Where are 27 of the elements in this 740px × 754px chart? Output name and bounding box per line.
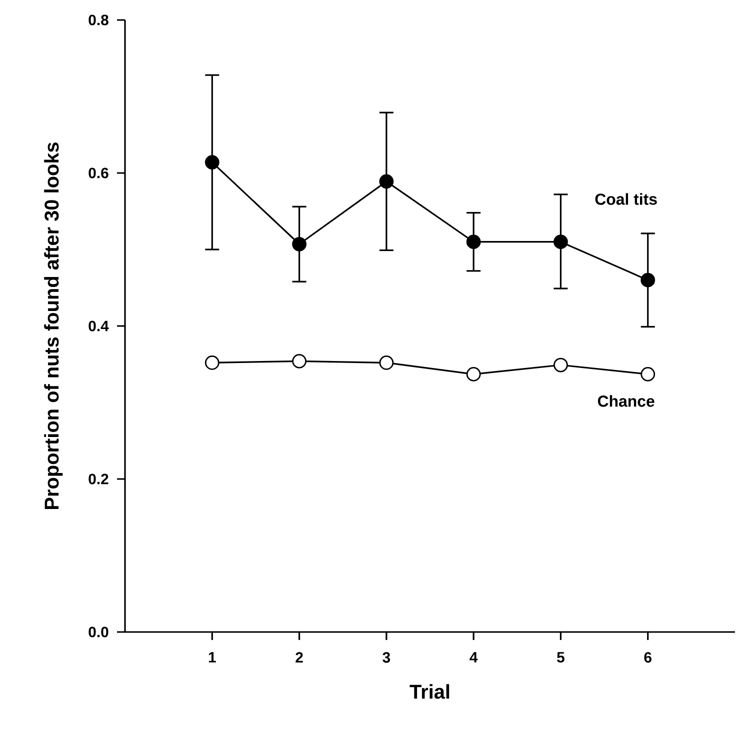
series-label: Chance xyxy=(598,395,654,407)
point xyxy=(379,356,394,370)
point xyxy=(204,356,220,370)
x-tick-label: 2 xyxy=(296,652,303,663)
x-tick-label: 5 xyxy=(557,652,564,663)
point xyxy=(554,358,568,372)
y-tick-label: 0.8 xyxy=(88,14,108,26)
x-tick-label: 4 xyxy=(470,652,478,662)
y-tick-label: 0.6 xyxy=(88,168,108,178)
point xyxy=(379,174,394,189)
point xyxy=(204,155,220,170)
y-axis-title: Proportion of nuts found after 30 looks xyxy=(44,142,63,509)
point xyxy=(640,272,656,288)
x-tick-label: 3 xyxy=(382,652,390,663)
text: Coal tits xyxy=(595,193,657,205)
x-axis-title: Trial xyxy=(410,684,450,699)
point xyxy=(292,236,306,252)
point xyxy=(292,354,306,368)
y-tick-label: 0.2 xyxy=(88,474,108,484)
y-tick-label: 0.4 xyxy=(88,320,109,332)
x-tick-label: 1 xyxy=(208,652,216,662)
point xyxy=(466,234,481,250)
point xyxy=(640,366,656,382)
x-tick-label: 6 xyxy=(644,652,652,663)
point xyxy=(466,366,481,382)
y-tick-label: 0.0 xyxy=(88,626,108,638)
point xyxy=(554,234,568,250)
